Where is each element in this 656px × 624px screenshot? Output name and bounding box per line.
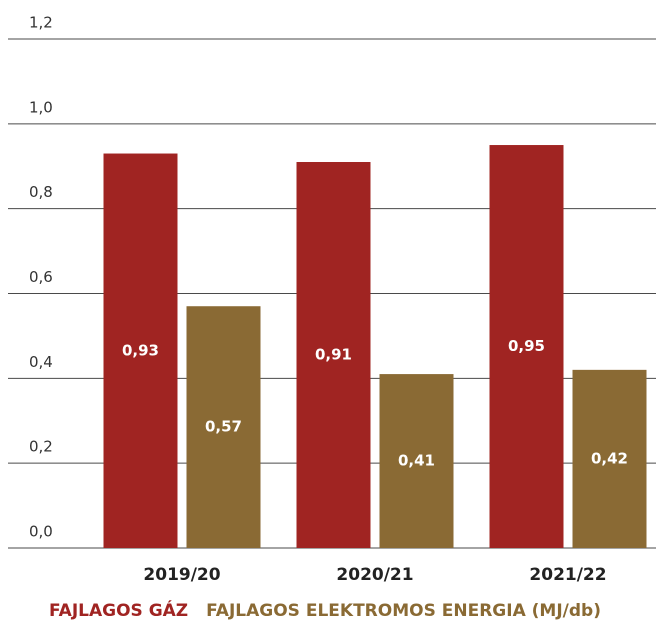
y-tick-label: 1,2 — [29, 14, 53, 32]
bar — [379, 374, 454, 548]
value-label: 0,95 — [508, 337, 545, 355]
legend-label: FAJLAGOS ELEKTROMOS ENERGIA (MJ/db) — [206, 601, 601, 621]
y-tick-label: 0,4 — [29, 353, 53, 371]
y-tick-label: 1,0 — [29, 98, 53, 116]
x-tick-label: 2021/22 — [529, 565, 606, 585]
value-label: 0,91 — [315, 346, 352, 364]
bar — [489, 145, 564, 548]
y-tick-label: 0,8 — [29, 183, 53, 201]
y-tick-label: 0,0 — [29, 523, 53, 541]
value-label: 0,42 — [591, 449, 628, 467]
y-tick-label: 0,6 — [29, 268, 53, 286]
x-tick-label: 2020/21 — [336, 565, 413, 585]
value-label: 0,93 — [122, 341, 159, 359]
bar — [103, 153, 178, 548]
x-tick-label: 2019/20 — [143, 565, 220, 585]
y-tick-label: 0,2 — [29, 438, 53, 456]
bar — [186, 306, 261, 548]
bar — [296, 162, 371, 548]
value-label: 0,57 — [205, 418, 242, 436]
bar — [572, 369, 647, 548]
legend-label: FAJLAGOS GÁZ — [49, 599, 188, 621]
value-label: 0,41 — [398, 452, 435, 470]
